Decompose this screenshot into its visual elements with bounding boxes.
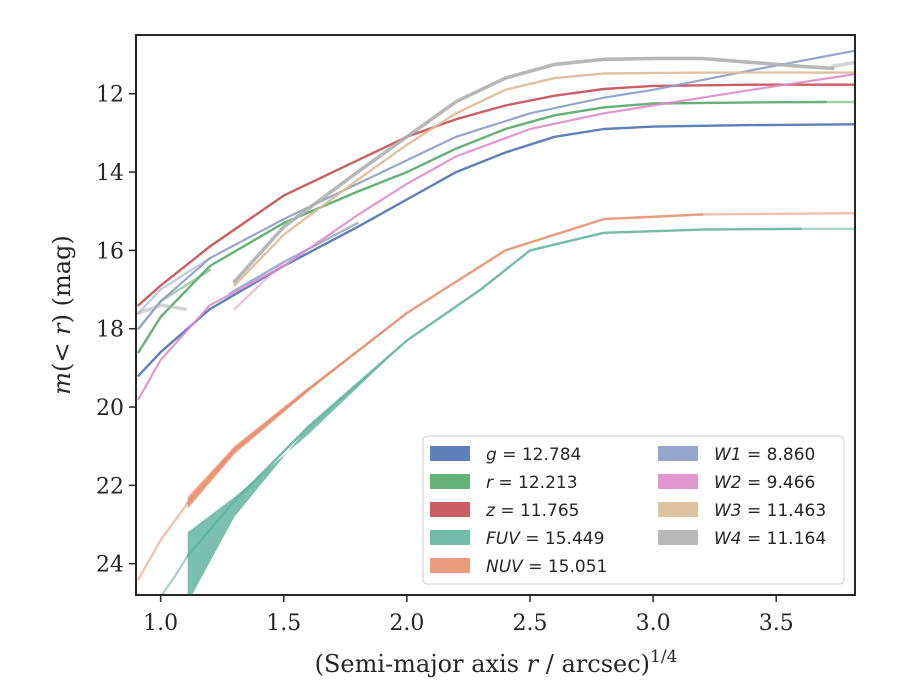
line-z: [137, 83, 855, 307]
line-w3: [233, 71, 855, 287]
legend-swatch-w4: [658, 530, 698, 545]
legend-label-fuv: FUV = 15.449: [486, 529, 604, 549]
line-w1: [137, 49, 855, 330]
line-w4: [232, 56, 835, 284]
legend-label-w4: W4 = 11.164: [714, 529, 826, 549]
legend-swatch-w1: [658, 446, 698, 461]
line-nuv: [186, 213, 704, 505]
legend-swatch-fuv: [430, 530, 470, 545]
legend-swatch-r: [430, 474, 470, 489]
y-tick-label: 14: [96, 161, 124, 186]
legend-swatch-g: [430, 446, 470, 461]
legend-box: [422, 435, 845, 585]
y-axis-ticks: 12 14 16 18 20 22 24: [96, 83, 136, 578]
legend-label-w1: W1 = 8.860: [714, 445, 815, 465]
line-r: [137, 100, 827, 354]
x-axis-label: (Semi-major axis r / arcsec)1/4: [315, 647, 678, 678]
legend-swatch-w3: [658, 502, 698, 517]
line-extrapolated-fuv: [160, 554, 189, 595]
y-tick-label: 16: [96, 239, 124, 264]
x-tick-label: 2.5: [512, 611, 547, 636]
y-tick-label: 20: [96, 396, 124, 421]
legend-swatch-nuv: [430, 558, 470, 573]
line-g: [137, 123, 855, 377]
x-axis-ticks: 1.0 1.5 2.0 2.5 3.0 3.5: [143, 595, 794, 636]
legend-swatch-w2: [658, 474, 698, 489]
x-tick-label: 3.0: [636, 611, 671, 636]
legend-label-z: z = 11.765: [485, 501, 579, 521]
x-tick-label: 1.0: [143, 611, 178, 636]
y-tick-label: 24: [96, 553, 124, 578]
line-w2: [137, 73, 855, 401]
line-extrapolated-w1: [137, 257, 211, 315]
y-tick-label: 12: [96, 83, 124, 108]
legend-label-w2: W2 = 9.466: [714, 473, 815, 493]
line-extrapolated-w4: [136, 303, 187, 315]
plot-frame: [135, 34, 856, 596]
legend-label-w3: W3 = 11.463: [714, 501, 826, 521]
line-extrapolated-w4: [831, 60, 855, 69]
legend-swatch-z: [430, 502, 470, 517]
line-extrapolated-nuv: [137, 501, 189, 581]
y-tick-label: 18: [96, 318, 124, 343]
x-tick-label: 3.5: [759, 611, 794, 636]
x-tick-label: 2.0: [389, 611, 424, 636]
y-tick-label: 22: [96, 474, 124, 499]
legend-label-nuv: NUV = 15.051: [486, 557, 607, 577]
line-extrapolated-nuv: [701, 212, 855, 216]
y-axis-label: m(< r) (mag): [48, 235, 76, 395]
series-lines: [136, 49, 855, 595]
legend: g = 12.784 r = 12.213 z = 11.765 FUV = 15.4…: [422, 435, 845, 585]
legend-label-g: g = 12.784: [486, 445, 581, 465]
x-tick-label: 1.5: [266, 611, 301, 636]
legend-label-r: r = 12.213: [486, 473, 578, 493]
line-fuv: [186, 227, 802, 557]
